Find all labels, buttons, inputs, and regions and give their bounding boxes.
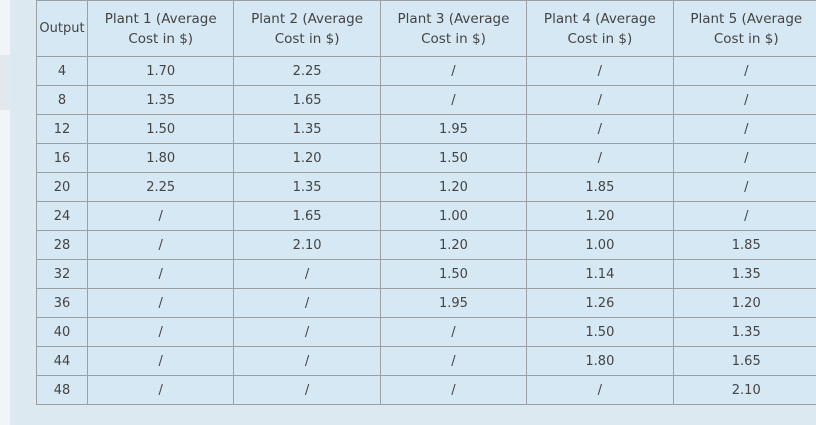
cell-plant-2: 2.25 [233,56,381,86]
cell-plant-5: / [672,114,816,144]
table-row: 28 / 2.10 1.20 1.00 1.85 [36,230,816,260]
table-row: 24 / 1.65 1.00 1.20 / [36,201,816,231]
table-row: 40 / / / 1.50 1.35 [36,317,816,347]
cell-plant-4: 1.20 [526,201,674,231]
cell-plant-4: 1.00 [526,230,674,260]
cell-plant-1: / [86,317,235,347]
cell-plant-4: 1.80 [526,346,674,376]
cell-output: 16 [36,143,88,173]
cell-plant-5: 1.85 [672,230,816,260]
header-output: Output [36,0,88,57]
cell-plant-1: / [86,288,235,318]
cell-plant-4: / [526,114,674,144]
cell-plant-3: / [379,346,528,376]
table-row: 12 1.50 1.35 1.95 / / [36,114,816,144]
cell-plant-1: / [86,201,235,231]
cell-output: 20 [36,172,88,202]
cell-plant-5: 1.20 [672,288,816,318]
cell-plant-3: 1.20 [379,230,528,260]
cell-output: 32 [36,259,88,289]
header-plant-3: Plant 3 (Average Cost in $) [379,0,528,57]
table-row: 8 1.35 1.65 / / / [36,85,816,115]
cell-plant-5: 1.35 [672,317,816,347]
cell-plant-2: 2.10 [233,230,381,260]
cell-plant-4: / [526,375,674,405]
cell-plant-4: / [526,143,674,173]
cell-plant-1: / [86,259,235,289]
cell-plant-4: 1.50 [526,317,674,347]
cell-output: 12 [36,114,88,144]
table-row: 4 1.70 2.25 / / / [36,56,816,86]
cell-plant-2: 1.35 [233,172,381,202]
table-row: 20 2.25 1.35 1.20 1.85 / [36,172,816,202]
cell-plant-1: 1.50 [86,114,235,144]
cell-output: 4 [36,56,88,86]
cell-plant-3: 1.20 [379,172,528,202]
cell-plant-1: / [86,230,235,260]
cell-plant-5: / [672,56,816,86]
content-panel: Output Plant 1 (Average Cost in $) Plant… [10,0,816,425]
cell-plant-2: / [233,259,381,289]
cell-plant-5: / [672,143,816,173]
table-row: 32 / / 1.50 1.14 1.35 [36,259,816,289]
cell-plant-3: 1.00 [379,201,528,231]
cell-plant-1: / [86,346,235,376]
cell-plant-2: / [233,288,381,318]
table-row: 16 1.80 1.20 1.50 / / [36,143,816,173]
cell-output: 24 [36,201,88,231]
cell-plant-2: / [233,346,381,376]
cell-plant-5: / [672,201,816,231]
header-plant-2: Plant 2 (Average Cost in $) [233,0,381,57]
cell-output: 36 [36,288,88,318]
header-plant-1: Plant 1 (Average Cost in $) [86,0,235,57]
cell-plant-2: 1.20 [233,143,381,173]
cell-plant-3: 1.95 [379,114,528,144]
cell-output: 40 [36,317,88,347]
cell-plant-1: 1.80 [86,143,235,173]
cell-plant-2: 1.65 [233,85,381,115]
cell-plant-2: / [233,317,381,347]
average-cost-table: Output Plant 1 (Average Cost in $) Plant… [36,0,816,405]
cell-output: 28 [36,230,88,260]
cell-plant-1: 2.25 [86,172,235,202]
cell-plant-4: / [526,85,674,115]
table-row: 44 / / / 1.80 1.65 [36,346,816,376]
cell-plant-2: 1.65 [233,201,381,231]
cell-plant-3: / [379,85,528,115]
cell-plant-5: / [672,85,816,115]
table-row: 36 / / 1.95 1.26 1.20 [36,288,816,318]
table-row: 48 / / / / 2.10 [36,375,816,405]
cell-plant-2: 1.35 [233,114,381,144]
header-plant-4: Plant 4 (Average Cost in $) [526,0,674,57]
cell-plant-3: 1.50 [379,143,528,173]
cell-plant-3: / [379,375,528,405]
cell-output: 48 [36,375,88,405]
cell-plant-4: 1.85 [526,172,674,202]
cell-plant-1: 1.35 [86,85,235,115]
cell-plant-5: / [672,172,816,202]
cell-plant-5: 1.65 [672,346,816,376]
cell-plant-1: / [86,375,235,405]
header-plant-5: Plant 5 (Average Cost in $) [672,0,816,57]
cell-plant-3: 1.50 [379,259,528,289]
cell-output: 8 [36,85,88,115]
cell-plant-3: 1.95 [379,288,528,318]
cell-plant-3: / [379,317,528,347]
margin-notch [0,55,10,110]
cell-plant-4: 1.26 [526,288,674,318]
page-margin [0,0,10,425]
cell-plant-2: / [233,375,381,405]
cell-plant-3: / [379,56,528,86]
cell-plant-4: 1.14 [526,259,674,289]
cell-plant-1: 1.70 [86,56,235,86]
table-header-row: Output Plant 1 (Average Cost in $) Plant… [36,0,816,57]
cell-plant-5: 2.10 [672,375,816,405]
cell-output: 44 [36,346,88,376]
cell-plant-5: 1.35 [672,259,816,289]
cell-plant-4: / [526,56,674,86]
